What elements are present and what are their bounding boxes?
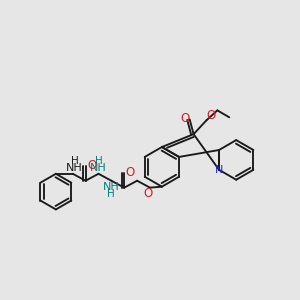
Text: O: O [207,109,216,122]
Text: NH: NH [103,182,120,192]
Text: O: O [87,159,96,172]
Text: H: H [107,189,115,199]
Text: H: H [94,156,102,166]
Text: O: O [180,112,189,125]
Text: NH: NH [66,163,83,173]
Text: H: H [71,156,79,166]
Text: NH: NH [90,163,107,173]
Text: O: O [126,166,135,179]
Text: N: N [215,165,223,175]
Text: O: O [143,187,153,200]
